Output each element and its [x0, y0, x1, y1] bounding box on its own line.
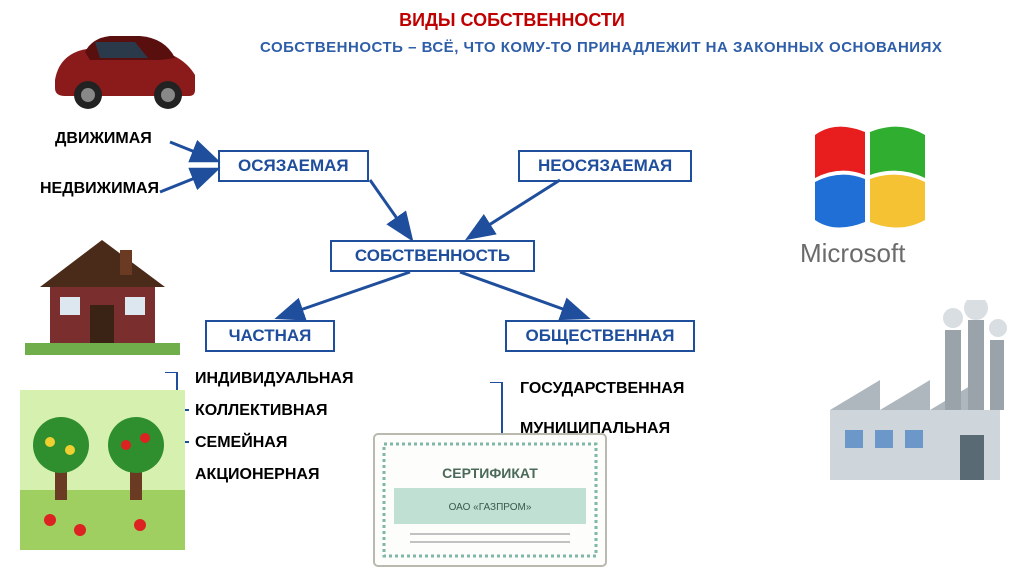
car-icon — [40, 10, 210, 115]
factory-icon — [820, 300, 1010, 490]
private-item-family: СЕМЕЙНАЯ — [195, 434, 287, 452]
house-icon — [25, 225, 180, 355]
microsoft-label: Microsoft — [800, 238, 905, 269]
box-property: СОБСТВЕННОСТЬ — [330, 240, 535, 272]
box-tangible: ОСЯЗАЕМАЯ — [218, 150, 369, 182]
private-item-individual: ИНДИВИДУАЛЬНАЯ — [195, 370, 353, 388]
orchard-icon — [20, 390, 185, 550]
label-movable: ДВИЖИМАЯ — [55, 130, 152, 148]
private-item-collective: КОЛЛЕКТИВНАЯ — [195, 402, 328, 420]
box-intangible: НЕОСЯЗАЕМАЯ — [518, 150, 692, 182]
private-item-joint-stock: АКЦИОНЕРНАЯ — [195, 466, 319, 484]
page-subtitle: СОБСТВЕННОСТЬ – ВСЁ, ЧТО КОМУ-ТО ПРИНАДЛ… — [260, 38, 984, 58]
svg-text:ОАО «ГАЗПРОМ»: ОАО «ГАЗПРОМ» — [449, 502, 532, 513]
windows-logo-icon — [790, 110, 960, 250]
box-private: ЧАСТНАЯ — [205, 320, 335, 352]
svg-text:СЕРТИФИКАТ: СЕРТИФИКАТ — [442, 465, 538, 481]
label-immovable: НЕДВИЖИМАЯ — [40, 180, 159, 198]
certificate-icon: СЕРТИФИКАТ ОАО «ГАЗПРОМ» — [370, 430, 610, 570]
public-item-state: ГОСУДАРСТВЕННАЯ — [520, 380, 684, 398]
box-public: ОБЩЕСТВЕННАЯ — [505, 320, 695, 352]
